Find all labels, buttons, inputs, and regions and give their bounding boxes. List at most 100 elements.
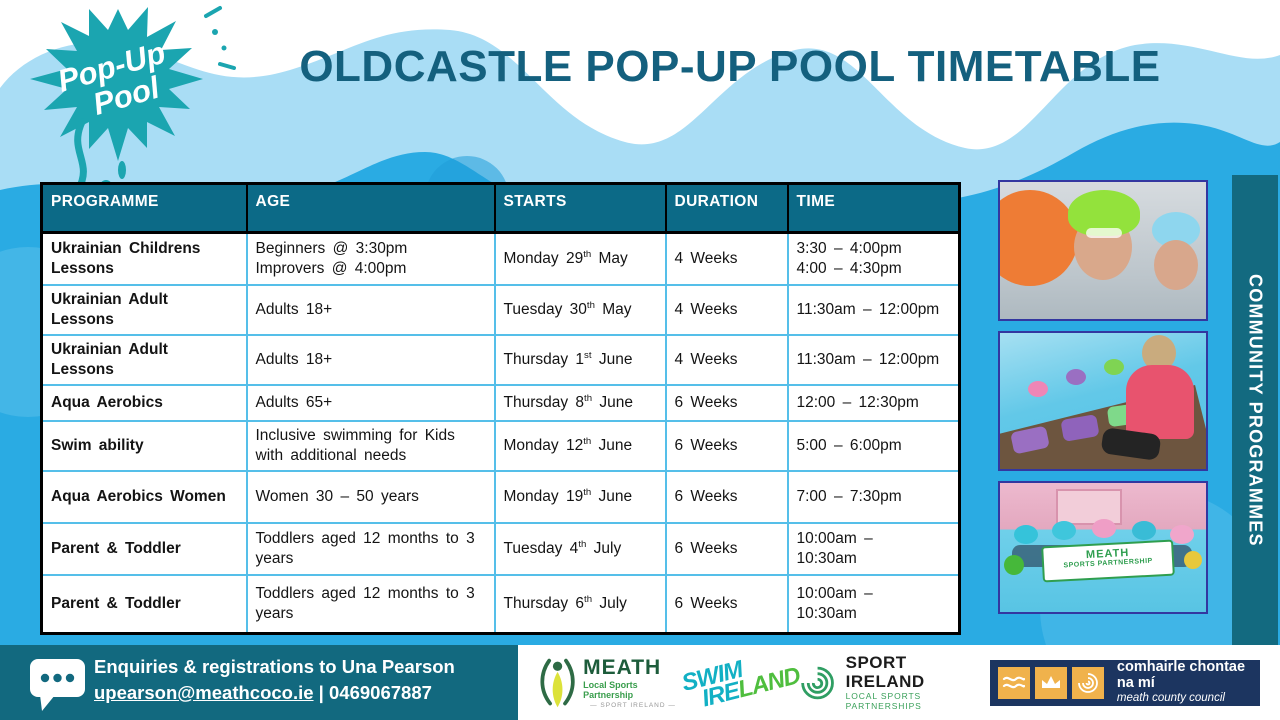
starts-text: Monday 19 [503, 488, 584, 506]
cell-time: 10:00am – 10:30am [786, 574, 960, 634]
col-starts: STARTS [493, 183, 666, 234]
contact-line: upearson@meathcoco.ie | 0469067887 [94, 680, 455, 706]
community-programmes-label: COMMUNITY PROGRAMMES [1245, 273, 1266, 547]
col-age: AGE [245, 183, 495, 234]
swim-goggles [1086, 228, 1122, 238]
starts-ordinal: th [583, 435, 592, 447]
page-title: OLDCASTLE POP-UP POOL TIMETABLE [299, 42, 1161, 91]
starts-ordinal: th [584, 392, 593, 404]
cell-programme: Aqua Aerobics Women [41, 470, 247, 524]
cell-programme: Ukrainian Adult Lessons [41, 283, 247, 335]
cell-duration: 6 Weeks [664, 574, 788, 634]
footer-contact: Enquiries & registrations to Una Pearson… [0, 645, 518, 720]
starts-ordinal: th [578, 539, 587, 551]
community-programmes-strip: COMMUNITY PROGRAMMES [1232, 175, 1278, 645]
swim-cap-purple [1066, 369, 1086, 385]
starts-ordinal: th [584, 593, 593, 605]
meath-lsp-tagline: — SPORT IRELAND — [590, 701, 676, 709]
starts-ordinal: st [584, 349, 592, 361]
cell-programme: Parent & Toddler [41, 574, 247, 634]
cell-age: Toddlers aged 12 months to 3 years [245, 522, 495, 576]
crown-icon [1034, 666, 1067, 699]
cell-age: Beginners @ 3:30pm Improvers @ 4:00pm [245, 232, 495, 285]
starts-tail: June [591, 488, 633, 506]
starts-ordinal: th [583, 248, 592, 260]
starts-ordinal: th [586, 299, 595, 311]
cell-programme: Swim ability [41, 420, 247, 472]
spiral-icon [1071, 666, 1104, 699]
window [1056, 489, 1122, 525]
contact-separator: | [313, 681, 330, 703]
cell-starts: Monday 19th June [493, 470, 666, 524]
sport-ireland-subtitle: LOCAL SPORTS PARTNERSHIPS [845, 691, 922, 712]
starts-text: Tuesday 30 [503, 300, 587, 318]
meath-lsp-logo: MEATH Local Sports Partnership — SPORT I… [538, 655, 683, 711]
phone-number: 0469067887 [329, 681, 432, 703]
cell-age: Inclusive swimming for Kids with additio… [245, 420, 495, 472]
speech-bubble-icon [30, 659, 85, 711]
cell-time: 3:30 – 4:00pm 4:00 – 4:30pm [786, 232, 960, 285]
table-header-row: PROGRAMME AGE STARTS DURATION TIME [41, 183, 960, 234]
table-row: Aqua Aerobics Adults 65+ Thursday 8th Ju… [41, 384, 960, 422]
cell-age: Adults 18+ [245, 283, 495, 335]
starts-tail: June [591, 350, 633, 368]
cell-age: Women 30 – 50 years [245, 470, 495, 524]
table-row: Ukrainian Adult Lessons Adults 18+ Tuesd… [41, 283, 960, 335]
sport-ireland-logo: SPORT IRELAND LOCAL SPORTS PARTNERSHIPS [798, 653, 989, 712]
table-row: Parent & Toddler Toddlers aged 12 months… [41, 574, 960, 634]
cell-programme: Aqua Aerobics [41, 384, 247, 422]
popup-pool-logo: Pop-Up Pool [30, 6, 236, 194]
cell-time: 11:30am – 12:00pm [786, 333, 960, 386]
starts-tail: June [591, 437, 633, 455]
cell-starts: Tuesday 30th May [493, 283, 666, 335]
cell-duration: 4 Weeks [664, 232, 788, 285]
waves-icon [997, 666, 1030, 699]
cell-duration: 4 Weeks [664, 283, 788, 335]
email-link[interactable]: upearson@meathcoco.ie [94, 681, 314, 703]
cell-duration: 6 Weeks [664, 522, 788, 576]
enquiries-line: Enquiries & registrations to Una Pearson [94, 656, 455, 677]
cell-starts: Monday 29th May [493, 232, 666, 285]
starts-text: Thursday 6 [503, 595, 585, 613]
cell-starts: Thursday 1st June [493, 333, 666, 386]
cell-starts: Thursday 6th July [493, 574, 666, 634]
photo-group-pool: MEATH SPORTS PARTNERSHIP [998, 481, 1208, 614]
cell-time: 11:30am – 12:00pm [786, 283, 960, 335]
coco-subtitle: meath county council [1116, 692, 1225, 705]
meath-county-council-logo: comhairle chontae na mí meath county cou… [989, 659, 1260, 706]
swim-cap-green [1104, 359, 1124, 375]
table-row: Aqua Aerobics Women Women 30 – 50 years … [41, 470, 960, 524]
starts-text: Monday 12 [503, 437, 584, 455]
swim-cap-pink [1028, 381, 1048, 397]
starts-ordinal: th [583, 487, 592, 499]
starts-text: Tuesday 4 [503, 540, 579, 558]
cell-starts: Tuesday 4th July [493, 522, 666, 576]
instructor-body [1126, 365, 1194, 439]
photo-swim-lesson [998, 331, 1208, 471]
cell-starts: Thursday 8th June [493, 384, 666, 422]
cell-starts: Monday 12th June [493, 420, 666, 472]
cell-time: 7:00 – 7:30pm [786, 470, 960, 524]
swimmer-face [1154, 240, 1198, 290]
meath-lsp-figure-icon [540, 658, 575, 707]
starts-tail: May [591, 249, 628, 267]
swim-ireland-logo: SWIM IRELAND [679, 646, 803, 712]
partnership-sign: MEATH SPORTS PARTNERSHIP [1041, 539, 1175, 583]
starts-text: Monday 29 [503, 249, 584, 267]
coco-title: comhairle chontae na mí [1116, 659, 1246, 692]
col-duration: DURATION [664, 183, 788, 234]
cell-programme: Parent & Toddler [41, 522, 247, 576]
timetable: PROGRAMME AGE STARTS DURATION TIME Ukrai… [40, 182, 961, 635]
swim-cap [1052, 521, 1076, 540]
cell-programme: Ukrainian Adult Lessons [41, 333, 247, 386]
swim-cap [1132, 521, 1156, 540]
starts-tail: July [592, 595, 627, 613]
col-time: TIME [786, 183, 960, 234]
cell-duration: 4 Weeks [664, 333, 788, 386]
cell-time: 10:00am – 10:30am [786, 522, 960, 576]
starts-tail: May [594, 300, 632, 318]
swim-cap [1014, 525, 1038, 544]
ball-yellow [1184, 551, 1202, 569]
starts-text: Thursday 1 [503, 350, 585, 368]
